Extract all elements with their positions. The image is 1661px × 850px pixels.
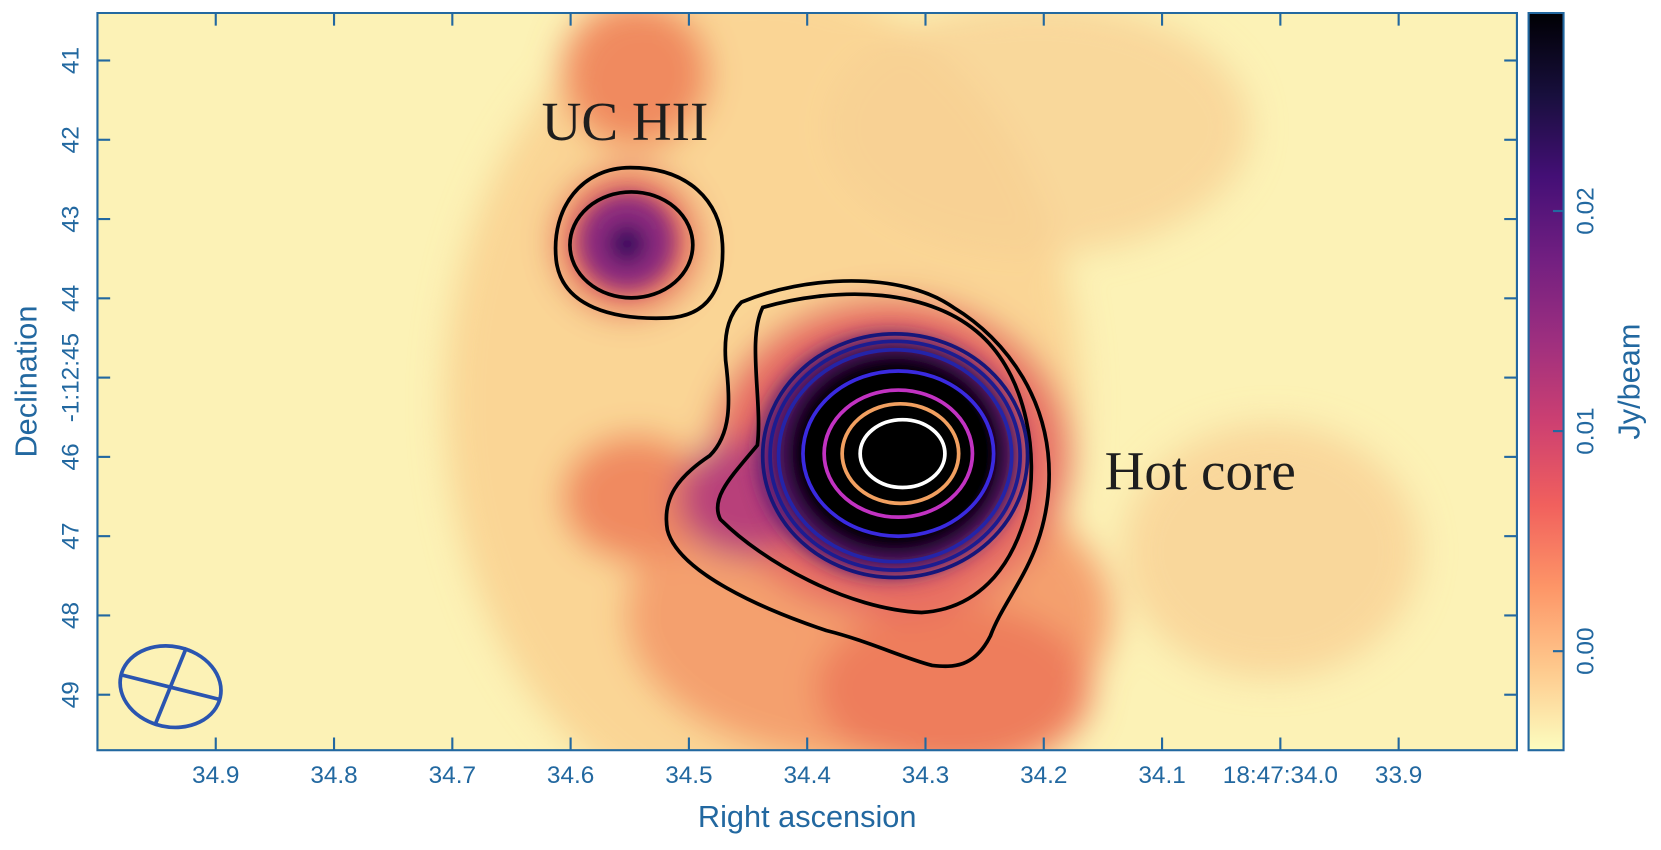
x-tick-label: 33.9 <box>1375 762 1422 789</box>
contours <box>553 165 1051 669</box>
x-tick-label: 34.4 <box>783 762 830 789</box>
image <box>97 12 1517 751</box>
x-tick-label: 34.1 <box>1138 762 1185 789</box>
x-tick-label: 34.5 <box>665 762 712 789</box>
x-tick-label: 34.7 <box>429 762 476 789</box>
y-tick-label: 46 <box>57 443 84 470</box>
y-tick-label: 48 <box>57 602 84 629</box>
annotation: Hot core <box>1105 441 1296 502</box>
x-axis-label: Right ascension <box>698 799 917 834</box>
colorbar-tick-label: 0.00 <box>1572 627 1599 674</box>
x-tick-label: 34.3 <box>902 762 949 789</box>
y-tick-label: -1:12:45 <box>57 333 84 422</box>
y-tick-label: 47 <box>57 523 84 550</box>
y-axis-label: Declination <box>9 306 44 458</box>
x-tick-label: 18:47:34.0 <box>1223 762 1338 789</box>
colorbar-label: Jy/beam <box>1611 324 1646 440</box>
x-tick-label: 34.6 <box>547 762 594 789</box>
x-tick-label: 34.2 <box>1020 762 1067 789</box>
colorbar-tick-label: 0.01 <box>1572 407 1599 454</box>
y-tick-label: 44 <box>57 285 84 312</box>
colorbar <box>1527 11 1565 752</box>
y-tick-label: 42 <box>57 126 84 153</box>
colorbar-tick-label: 0.02 <box>1572 187 1599 234</box>
x-tick-label: 34.9 <box>192 762 239 789</box>
y-tick-label: 49 <box>57 681 84 708</box>
y-tick-label: 41 <box>57 47 84 74</box>
annotation: UC HII <box>542 91 709 152</box>
beam <box>118 644 223 730</box>
x-tick-label: 34.8 <box>310 762 357 789</box>
y-tick-label: 43 <box>57 205 84 232</box>
